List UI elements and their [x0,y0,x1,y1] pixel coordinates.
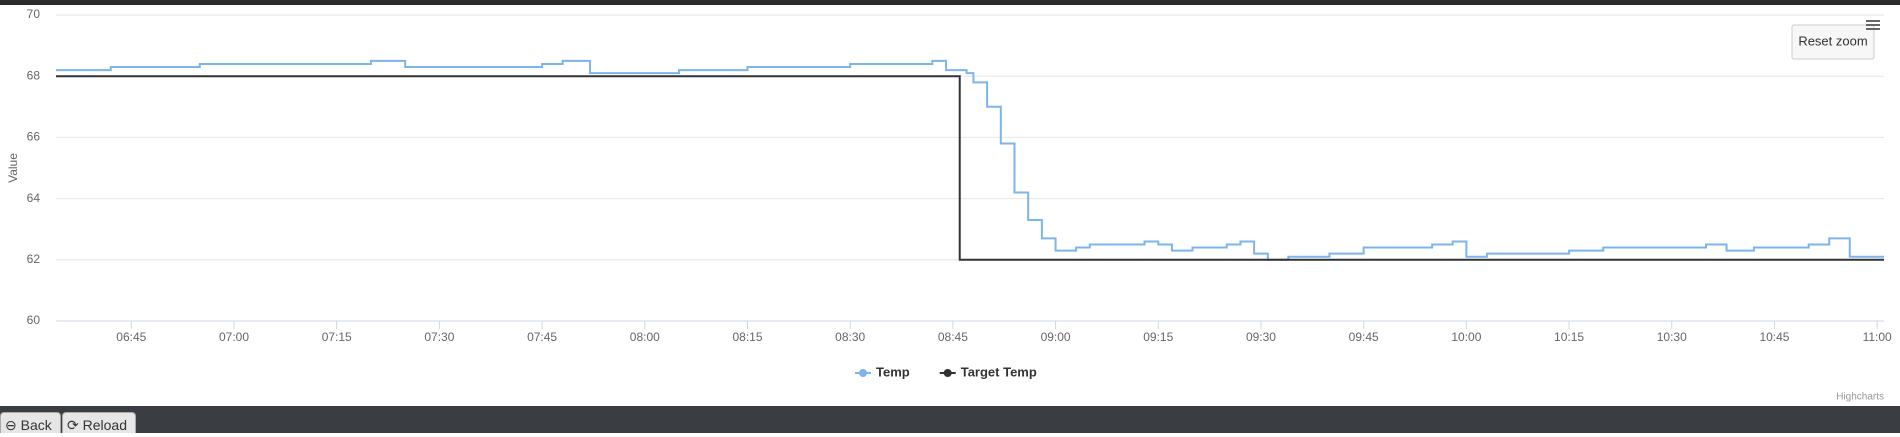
x-tick-label: 09:15 [1143,330,1173,344]
x-tick-label: 11:00 [1863,330,1892,344]
menu-icon[interactable] [1866,20,1880,30]
x-tick-label: 07:15 [322,330,352,344]
legend-label[interactable]: Temp [876,364,910,379]
x-tick-label: 07:00 [219,330,249,344]
chart: Value Reset zoom Highcharts 60 62 64 66 68 70… [6,7,1892,403]
reset-zoom-button[interactable] [1791,24,1875,60]
y-tick-label: 70 [27,7,41,21]
x-tick-label: 09:30 [1246,330,1276,344]
x-tick-label: 10:45 [1759,330,1789,344]
legend-label[interactable]: Target Temp [961,364,1037,379]
back-label[interactable]: Back [20,417,52,433]
top-bar [0,0,1900,5]
x-tick-label: 07:30 [424,330,454,344]
credit[interactable]: Highcharts [1836,392,1884,403]
x-tick-label: 08:15 [732,330,762,344]
x-tick-label: 10:15 [1554,330,1584,344]
x-tick-label: 09:45 [1349,330,1379,344]
y-tick-label: 60 [27,313,41,327]
y-tick-label: 64 [27,191,41,205]
y-axis-label: Value [6,153,20,183]
x-tick-label: 09:00 [1041,330,1071,344]
x-tick-label: 06:45 [116,330,146,344]
x-tick-label: 07:45 [527,330,557,344]
reload-label[interactable]: Reload [82,417,127,433]
x-tick-label: 08:00 [630,330,660,344]
x-tick-label: 10:30 [1657,330,1687,344]
reload-button[interactable]: ⟳ Reload [62,412,136,433]
legend-marker [859,369,867,377]
y-tick-label: 62 [27,252,41,266]
x-tick-label: 08:45 [938,330,968,344]
back-button[interactable]: ⊖ Back [0,412,61,433]
legend-marker [943,369,952,377]
x-tick-label: 10:00 [1451,330,1481,344]
y-tick-label: 68 [27,68,41,82]
series-line [56,59,1884,261]
series-line [56,75,1884,261]
x-tick-label: 08:30 [835,330,865,344]
y-tick-label: 66 [27,130,41,144]
bottom-bar [0,406,1900,433]
reset-zoom-label[interactable]: Reset zoom [1798,33,1867,48]
